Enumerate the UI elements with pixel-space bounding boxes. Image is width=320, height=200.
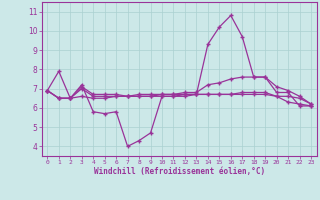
X-axis label: Windchill (Refroidissement éolien,°C): Windchill (Refroidissement éolien,°C) [94, 167, 265, 176]
